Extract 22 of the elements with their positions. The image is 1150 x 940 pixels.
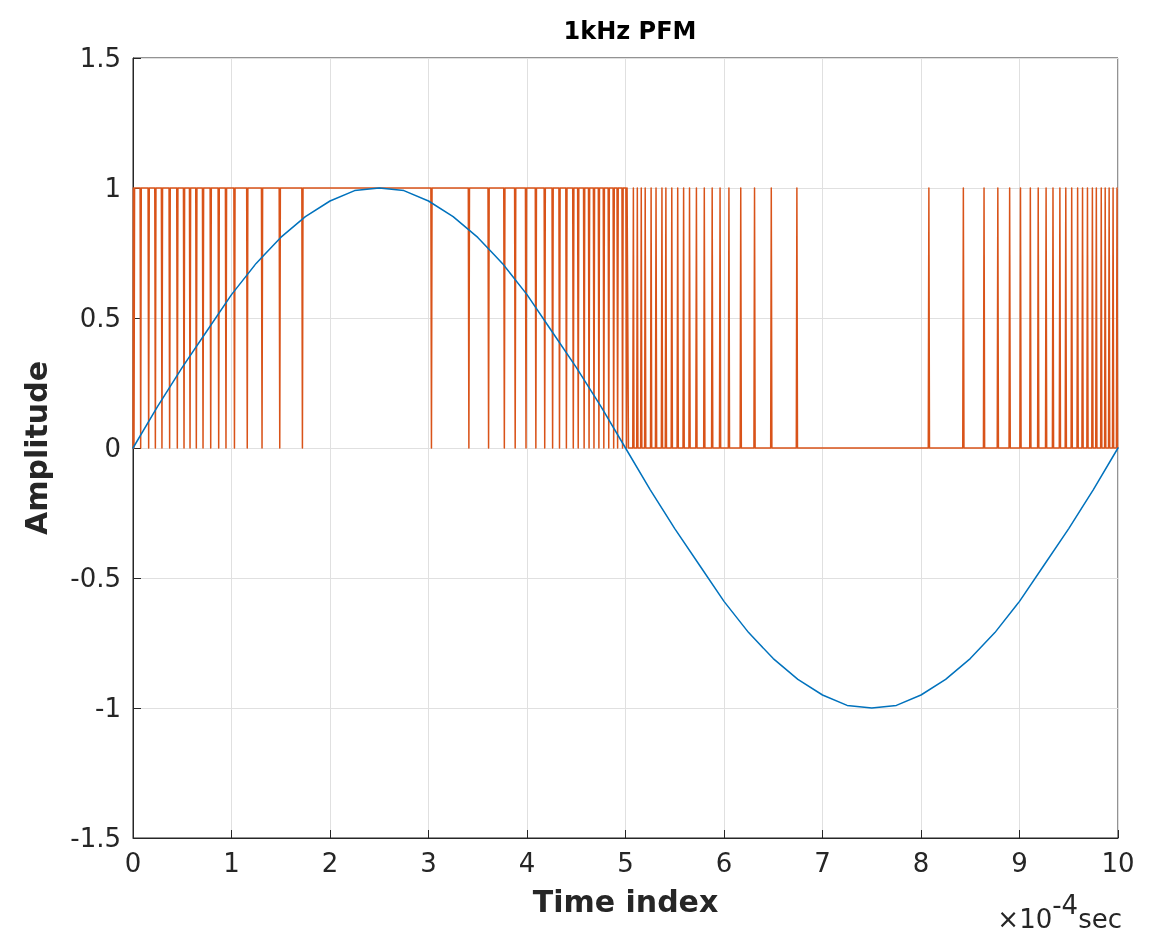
x-tick-label: 0	[124, 848, 142, 878]
x-tick-label: 5	[617, 848, 634, 878]
y-tick-label: 1.5	[79, 43, 121, 73]
y-tick-label: 0.5	[79, 303, 121, 333]
x-tick-label: 1	[223, 848, 240, 878]
line-series	[132, 187, 1119, 709]
x-tick-label: 7	[814, 848, 831, 878]
x-tick-label: 10	[1101, 848, 1135, 878]
y-tick-label: -1	[95, 693, 121, 723]
x-tick-label: 4	[518, 848, 536, 878]
y-tick-label: -0.5	[70, 563, 121, 593]
y-tick-label: -1.5	[70, 823, 121, 853]
y-tick-label: 1	[104, 173, 121, 203]
x-tick-label: 9	[1011, 848, 1028, 878]
x-tick-label: 6	[715, 848, 733, 878]
x-tick-label: 3	[420, 848, 437, 878]
y-tick-label: 0	[104, 433, 121, 463]
y-axis-title: Amplitude	[18, 360, 54, 536]
x-axis-title: Time index	[532, 883, 719, 919]
chart-title: 1kHz PFM	[563, 17, 697, 45]
x-tick-label: 2	[321, 848, 339, 878]
x-tick-label: 8	[912, 848, 930, 878]
